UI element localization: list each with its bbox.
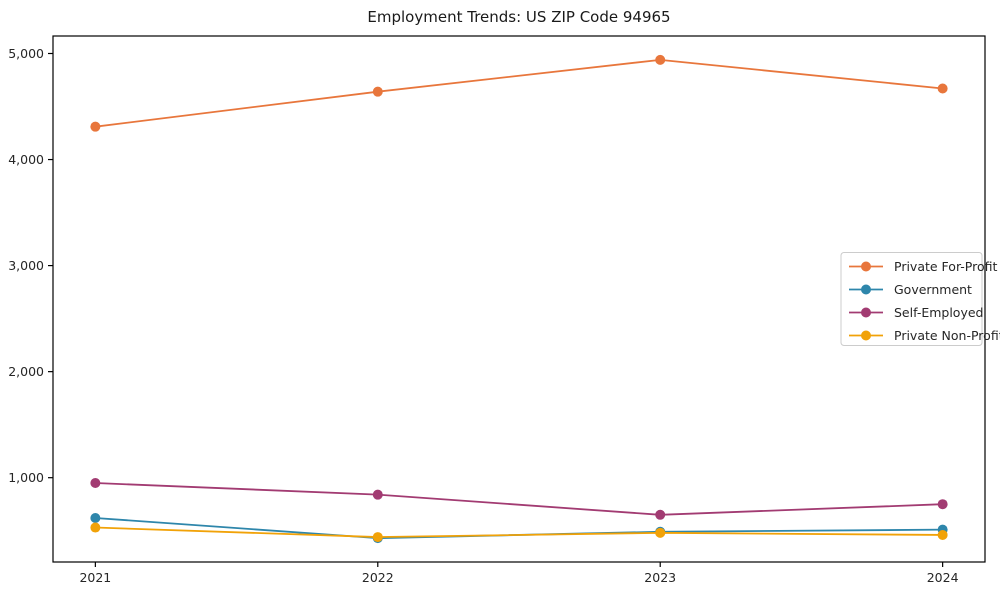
data-point-private-for-profit: [655, 54, 666, 65]
data-point-self-employed: [90, 477, 101, 488]
data-point-government: [90, 512, 101, 523]
legend-marker-government: [861, 284, 871, 295]
x-axis-tick-label: 2021: [79, 570, 111, 585]
legend-label-private-non-profit: Private Non-Profit: [894, 328, 1000, 343]
legend-box: [840, 252, 983, 346]
plot-area: [52, 35, 986, 563]
data-point-private-non-profit: [90, 522, 101, 533]
data-point-private-non-profit: [937, 529, 948, 540]
x-axis-tick-label: 2022: [362, 570, 394, 585]
y-axis-tick-label: 3,000: [8, 258, 44, 273]
legend-label-private-for-profit: Private For-Profit: [894, 259, 997, 274]
y-axis-tick-label: 2,000: [8, 364, 44, 379]
data-point-private-for-profit: [372, 86, 383, 97]
chart-title: Employment Trends: US ZIP Code 94965: [367, 8, 670, 26]
legend-label-self-employed: Self-Employed: [894, 305, 983, 320]
series-group: [90, 54, 948, 544]
series-line-self-employed: [95, 482, 943, 516]
series-line-private-non-profit: [95, 526, 943, 538]
series-line-private-for-profit: [95, 58, 943, 128]
x-axis-tick-label: 2024: [927, 570, 959, 585]
plot-frame: [52, 35, 986, 563]
axes: 1,000 2,000 3,000 4,000 5,000 2021 2022 2023 202…: [8, 46, 958, 585]
y-axis-tick-label: 4,000: [8, 152, 44, 167]
data-point-self-employed: [372, 489, 383, 500]
legend-marker-private-for-profit: [861, 261, 871, 272]
legend-marker-self-employed: [861, 307, 871, 318]
legend-marker-private-non-profit: [861, 330, 871, 341]
data-point-private-non-profit: [655, 527, 666, 538]
legend-label-government: Government: [894, 282, 972, 297]
y-axis-tick-label: 1,000: [8, 470, 44, 485]
data-point-private-non-profit: [372, 532, 383, 543]
data-point-private-for-profit: [937, 83, 948, 94]
data-point-private-for-profit: [90, 121, 101, 132]
data-point-self-employed: [655, 509, 666, 520]
x-axis-tick-label: 2023: [644, 570, 676, 585]
y-axis-tick-label: 5,000: [8, 46, 44, 61]
data-point-self-employed: [937, 499, 948, 510]
legend: Private For-Profit Government Self-Employe…: [840, 252, 1000, 346]
